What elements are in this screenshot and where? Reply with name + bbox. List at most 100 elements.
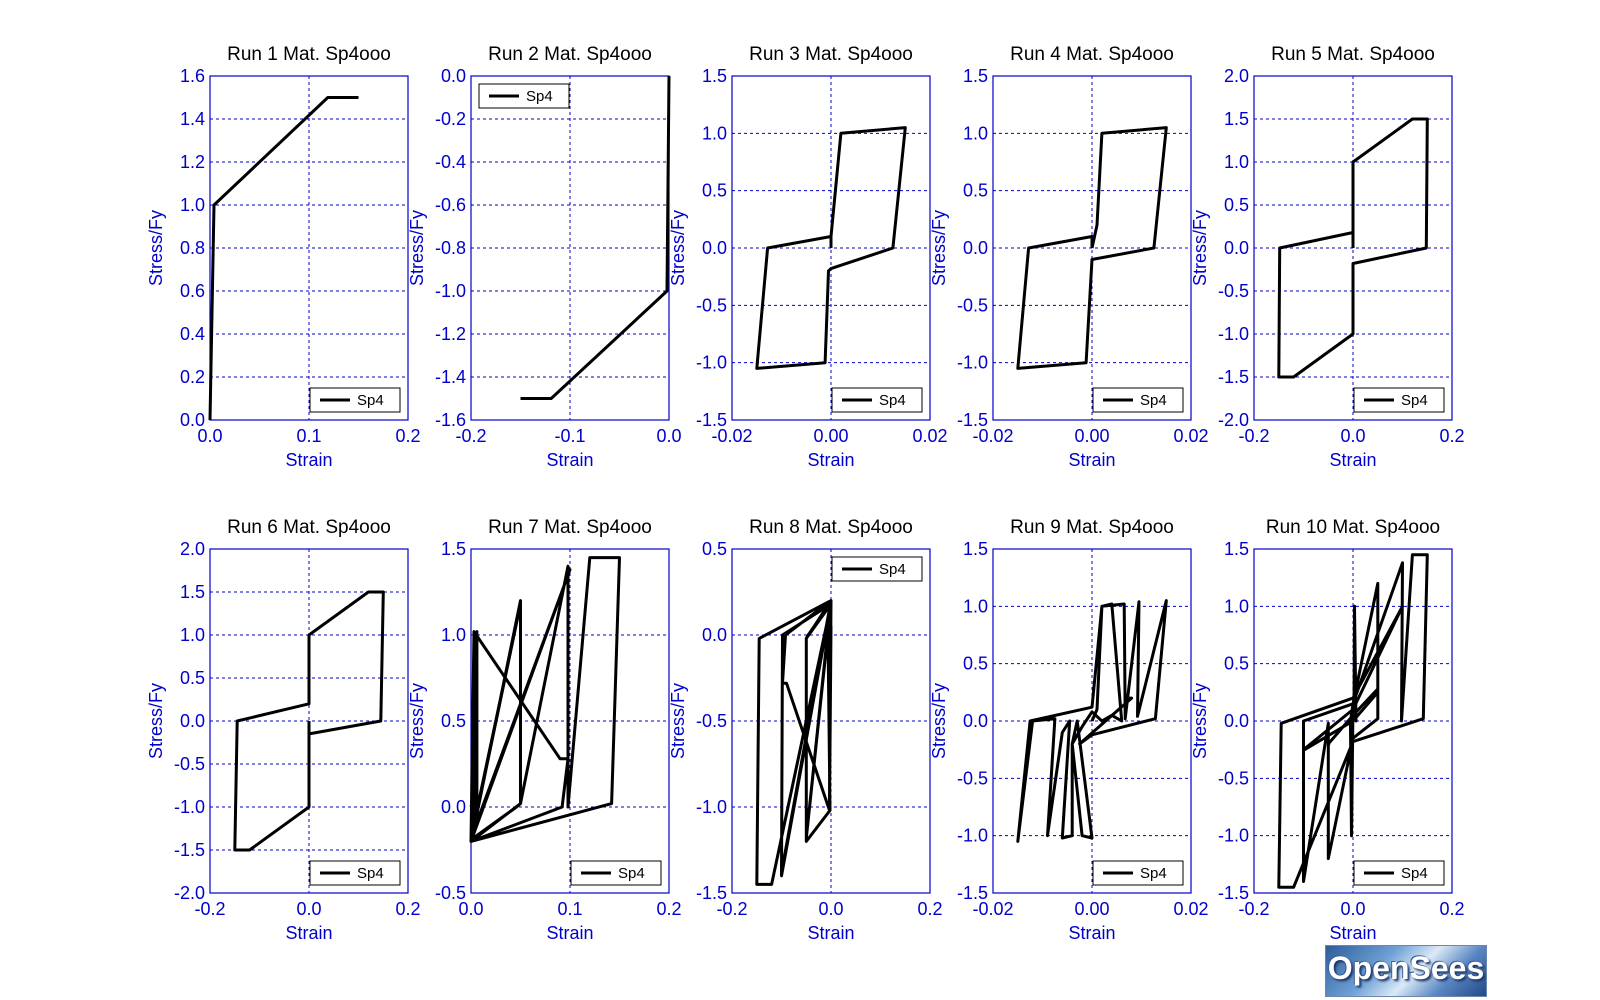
legend: Sp4	[831, 387, 923, 413]
y-tick-label: 0.0	[180, 711, 205, 731]
x-axis-label: Strain	[1068, 923, 1115, 943]
x-tick-label: 0.0	[1340, 426, 1365, 446]
chart-title: Run 3 Mat. Sp4ooo	[749, 44, 913, 65]
y-tick-label: -1.0	[435, 281, 466, 301]
x-axis-label: Strain	[546, 923, 593, 943]
chart-title: Run 1 Mat. Sp4ooo	[227, 44, 391, 65]
y-tick-label: -1.5	[174, 840, 205, 860]
x-tick-label: 0.0	[458, 899, 483, 919]
y-axis-label: Stress/Fy	[407, 210, 427, 286]
y-tick-label: 0.8	[180, 238, 205, 258]
chart-title: Run 9 Mat. Sp4ooo	[1010, 517, 1174, 538]
legend: Sp4	[831, 556, 923, 582]
legend-label: Sp4	[1401, 392, 1428, 409]
x-axis-label: Strain	[546, 450, 593, 470]
y-tick-label: -1.5	[957, 410, 988, 430]
x-tick-label: 0.0	[1340, 899, 1365, 919]
x-tick-label: 0.0	[818, 899, 843, 919]
x-axis-label: Strain	[807, 923, 854, 943]
y-tick-label: -0.8	[435, 238, 466, 258]
y-axis-label: Stress/Fy	[1190, 683, 1210, 759]
y-tick-label: 0.5	[963, 181, 988, 201]
y-tick-label: -1.5	[696, 410, 727, 430]
y-axis-label: Stress/Fy	[146, 683, 166, 759]
y-tick-label: -0.5	[174, 754, 205, 774]
y-tick-label: 1.0	[1224, 596, 1249, 616]
y-tick-label: -1.5	[1218, 367, 1249, 387]
y-tick-label: 1.5	[1224, 539, 1249, 559]
logo-text: OpenSees	[1327, 950, 1485, 986]
legend: Sp4	[478, 83, 570, 109]
x-tick-label: 0.0	[296, 899, 321, 919]
y-tick-label: -0.2	[435, 109, 466, 129]
plot-frame	[731, 75, 931, 421]
chart-1: 0.0 0.1 0.2 0.0 0.2 0.4 0.6 0.8 1.0 1.2 1.4 1.6 Stra…	[146, 44, 421, 470]
x-tick-label: -0.2	[1238, 426, 1269, 446]
y-tick-label: -0.5	[1218, 768, 1249, 788]
y-tick-label: 1.2	[180, 152, 205, 172]
plot-frame	[209, 548, 409, 894]
y-tick-label: 2.0	[180, 539, 205, 559]
chart-title: Run 4 Mat. Sp4ooo	[1010, 44, 1174, 65]
y-axis-label: Stress/Fy	[668, 210, 688, 286]
y-tick-label: -1.0	[1218, 324, 1249, 344]
y-tick-label: 0.0	[963, 711, 988, 731]
x-tick-label: 0.02	[912, 426, 947, 446]
y-tick-label: 0.5	[963, 654, 988, 674]
y-tick-label: -1.0	[1218, 826, 1249, 846]
chart-8: -0.2 0.0 0.2 -1.5 -1.0 -0.5 0.0 0.5 Strain Stress…	[668, 517, 943, 943]
x-tick-label: 0.02	[1173, 899, 1208, 919]
legend: Sp4	[1092, 860, 1184, 886]
y-axis-label: Stress/Fy	[668, 683, 688, 759]
legend: Sp4	[1353, 387, 1445, 413]
x-tick-label: -0.2	[1238, 899, 1269, 919]
x-tick-label: 0.00	[1074, 899, 1109, 919]
x-tick-label: 0.0	[656, 426, 681, 446]
x-tick-label: -0.02	[711, 426, 752, 446]
legend-label: Sp4	[879, 392, 906, 409]
chart-title: Run 5 Mat. Sp4ooo	[1271, 44, 1435, 65]
y-tick-label: 1.5	[702, 66, 727, 86]
chart-7: 0.0 0.1 0.2-0.50.00.51.01.5StrainStress/Fy…	[407, 517, 682, 943]
y-tick-label: -1.5	[696, 883, 727, 903]
x-tick-label: -0.2	[716, 899, 747, 919]
series-line	[755, 599, 833, 886]
chart-2: -0.2 -0.1 0.0 -1.6 -1.4 -1.2 -1.0 -0.8 -0.6 -0.4 -…	[407, 44, 682, 470]
legend: Sp4	[570, 860, 662, 886]
y-tick-label: -1.2	[435, 324, 466, 344]
x-axis-label: Strain	[1329, 450, 1376, 470]
y-tick-label: -2.0	[1218, 410, 1249, 430]
x-tick-label: 0.0	[197, 426, 222, 446]
x-tick-label: 0.2	[917, 899, 942, 919]
opensees-logo: OpenSees	[1325, 945, 1487, 997]
y-tick-label: -1.0	[957, 826, 988, 846]
series-line	[1016, 126, 1168, 370]
chart-title: Run 10 Mat. Sp4ooo	[1266, 517, 1440, 538]
legend-label: Sp4	[526, 88, 553, 105]
x-tick-label: -0.2	[455, 426, 486, 446]
legend-label: Sp4	[879, 561, 906, 578]
chart-title: Run 7 Mat. Sp4ooo	[488, 517, 652, 538]
y-tick-label: 1.6	[180, 66, 205, 86]
legend-label: Sp4	[357, 392, 384, 409]
y-tick-label: -0.5	[957, 768, 988, 788]
legend: Sp4	[1092, 387, 1184, 413]
y-axis-label: Stress/Fy	[929, 210, 949, 286]
chart-title: Run 8 Mat. Sp4ooo	[749, 517, 913, 538]
chart-title: Run 6 Mat. Sp4ooo	[227, 517, 391, 538]
y-tick-label: -0.5	[696, 711, 727, 731]
y-axis-label: Stress/Fy	[407, 683, 427, 759]
y-tick-label: -1.5	[957, 883, 988, 903]
plot-frame	[470, 548, 670, 894]
plot-frame	[992, 548, 1192, 894]
y-tick-label: 2.0	[1224, 66, 1249, 86]
y-tick-label: 0.2	[180, 367, 205, 387]
y-tick-label: -1.0	[696, 353, 727, 373]
y-tick-label: 0.0	[1224, 238, 1249, 258]
y-tick-label: 1.0	[180, 195, 205, 215]
series-line	[233, 590, 385, 852]
x-tick-label: 0.1	[296, 426, 321, 446]
series-line	[208, 96, 359, 421]
y-tick-label: 0.5	[702, 539, 727, 559]
y-tick-label: 1.5	[441, 539, 466, 559]
